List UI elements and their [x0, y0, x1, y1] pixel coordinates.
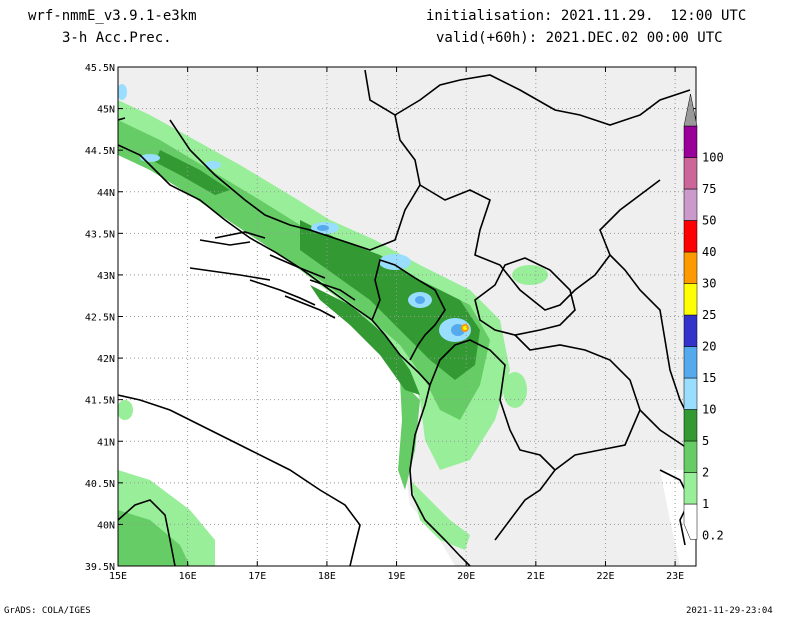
footer-credit: GrADS: COLA/IGES: [4, 606, 91, 616]
lat-label: 45.5N: [85, 63, 115, 74]
precip-10-15: [317, 225, 465, 336]
lat-label: 40N: [97, 520, 115, 531]
colorbar-label: 15: [702, 371, 716, 385]
macedonia-border: [514, 334, 641, 471]
north-border: [394, 74, 691, 126]
coastlines-borders: [118, 69, 691, 566]
montenegro-border: [371, 258, 446, 361]
lat-label: 43N: [97, 271, 115, 282]
lat-label: 42.5N: [85, 313, 115, 324]
colorbar-segment: [683, 409, 698, 442]
longitude-labels: 15E 16E 17E 18E 19E 20E 21E 22E 23E: [109, 571, 684, 582]
lat-label: 41N: [97, 437, 115, 448]
italy-coast: [118, 117, 361, 566]
colorbar-label: 50: [702, 214, 716, 228]
east-adriatic-coast: [118, 144, 471, 566]
colorbar-segment: [683, 125, 698, 158]
colorbar-label: 20: [702, 340, 716, 354]
lat-label: 43.5N: [85, 229, 115, 240]
colorbar-segment: [683, 472, 698, 505]
colorbar-label: 40: [702, 245, 716, 259]
lat-label: 44N: [97, 188, 115, 199]
valid-time: valid(+60h): 2021.DEC.02 00:00 UTC: [436, 30, 723, 46]
colorbar-max-triangle: [683, 93, 698, 127]
lon-label: 18E: [318, 571, 336, 582]
lon-label: 17E: [248, 571, 266, 582]
colorbar-segment: [683, 283, 698, 316]
island-lines: [269, 254, 356, 301]
colorbar-label: 100: [702, 151, 724, 165]
italy-heel: [118, 499, 176, 566]
lat-label: 41.5N: [85, 396, 115, 407]
lat-label: 39.5N: [85, 562, 115, 573]
colorbar-segment: [683, 157, 698, 190]
colorbar-segment: [683, 188, 698, 221]
precip-heavy: [155, 150, 480, 395]
colorbar-label: 75: [702, 182, 716, 196]
lat-label: 42N: [97, 354, 115, 365]
lat-label: 44.5N: [85, 146, 115, 157]
footer-timestamp: 2021-11-29-23:04: [686, 606, 773, 616]
lon-label: 16E: [179, 571, 197, 582]
lon-label: 20E: [457, 571, 475, 582]
colorbar-label: 5: [702, 434, 709, 448]
colorbar-label: 1: [702, 497, 709, 511]
colorbar-segment: [683, 346, 698, 379]
lon-label: 21E: [527, 571, 545, 582]
colorbar-segment: [683, 440, 698, 473]
colorbar-label: 10: [702, 403, 716, 417]
bosnia-border: [169, 69, 421, 251]
lat-label: 40.5N: [85, 479, 115, 490]
serbia-border: [419, 179, 661, 311]
croatia-islands: [189, 231, 336, 319]
lon-label: 19E: [388, 571, 406, 582]
colorbar-label: 0.2: [702, 529, 724, 543]
colorbar-segment: [683, 314, 698, 347]
lon-label: 23E: [666, 571, 684, 582]
latitude-labels: 45.5N 45N 44.5N 44N 43.5N 43N 42.5N 42N 41.5N 41N…: [85, 63, 115, 573]
initialisation-time: initialisation: 2021.11.29. 12:00 UTC: [426, 8, 747, 24]
model-title: wrf-nmmE_v3.9.1-e3km: [28, 8, 197, 24]
field-title: 3-h Acc.Prec.: [62, 30, 172, 46]
colorbar-segment: [683, 377, 698, 410]
colorbar-label: 2: [702, 466, 709, 480]
colorbar-label: 30: [702, 277, 716, 291]
kosovo-border: [474, 257, 576, 336]
albania-border: [429, 339, 557, 541]
colorbar-label: 25: [702, 308, 716, 322]
bulgaria-border: [609, 254, 691, 421]
colorbar-segment: [683, 220, 698, 253]
colorbar-segment: [683, 251, 698, 284]
lon-label: 22E: [596, 571, 614, 582]
lat-label: 45N: [97, 105, 115, 116]
lon-label: 15E: [109, 571, 127, 582]
